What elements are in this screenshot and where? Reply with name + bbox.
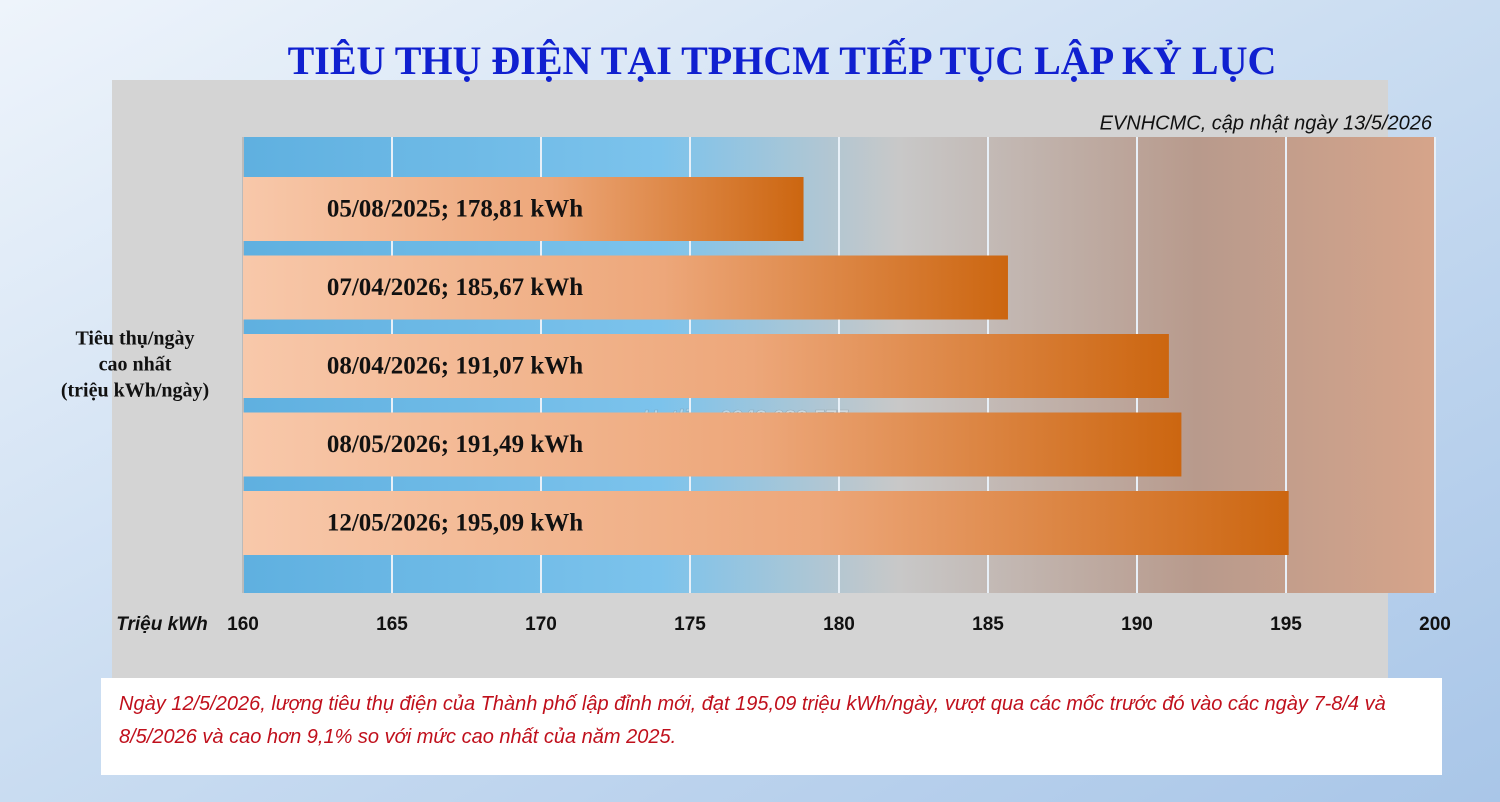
value-label: 07/04/2026; 185,67 kWh	[327, 274, 583, 301]
value-label: 08/05/2026; 191,49 kWh	[327, 431, 583, 458]
value-label: 12/05/2026; 195,09 kWh	[327, 510, 583, 537]
x-tick-label: 175	[674, 614, 706, 635]
x-tick-label: 190	[1121, 614, 1153, 635]
value-label: 08/04/2026; 191,07 kWh	[327, 353, 583, 380]
bar	[243, 491, 1289, 555]
x-tick-label: 200	[1419, 614, 1451, 635]
note: Ngày 12/5/2026, lượng tiêu thụ điện của …	[101, 678, 1442, 775]
value-label: 05/08/2025; 178,81 kWh	[327, 196, 583, 223]
x-tick-label: 195	[1270, 614, 1302, 635]
bar	[243, 255, 1008, 320]
y-axis-label: (triệu kWh/ngày)	[61, 380, 209, 402]
y-axis-label: Tiêu thụ/ngày	[75, 328, 194, 350]
chart-title: TIÊU THỤ ĐIỆN TẠI TPHCM TIẾP TỤC LẬP KỶ …	[288, 38, 1277, 83]
bar	[243, 177, 804, 241]
bar	[243, 334, 1169, 398]
x-tick-label: 160	[227, 614, 259, 635]
x-tick-label: 185	[972, 614, 1004, 635]
x-tick-label: 180	[823, 614, 855, 635]
y-axis-label: cao nhất	[99, 354, 172, 376]
x-tick-label: 165	[376, 614, 408, 635]
x-axis-label: Triệu kWh	[116, 614, 208, 635]
x-tick-label: 170	[525, 614, 557, 635]
subtitle: EVNHCMC, cập nhật ngày 13/5/2026	[1100, 112, 1433, 134]
bar	[243, 412, 1182, 477]
